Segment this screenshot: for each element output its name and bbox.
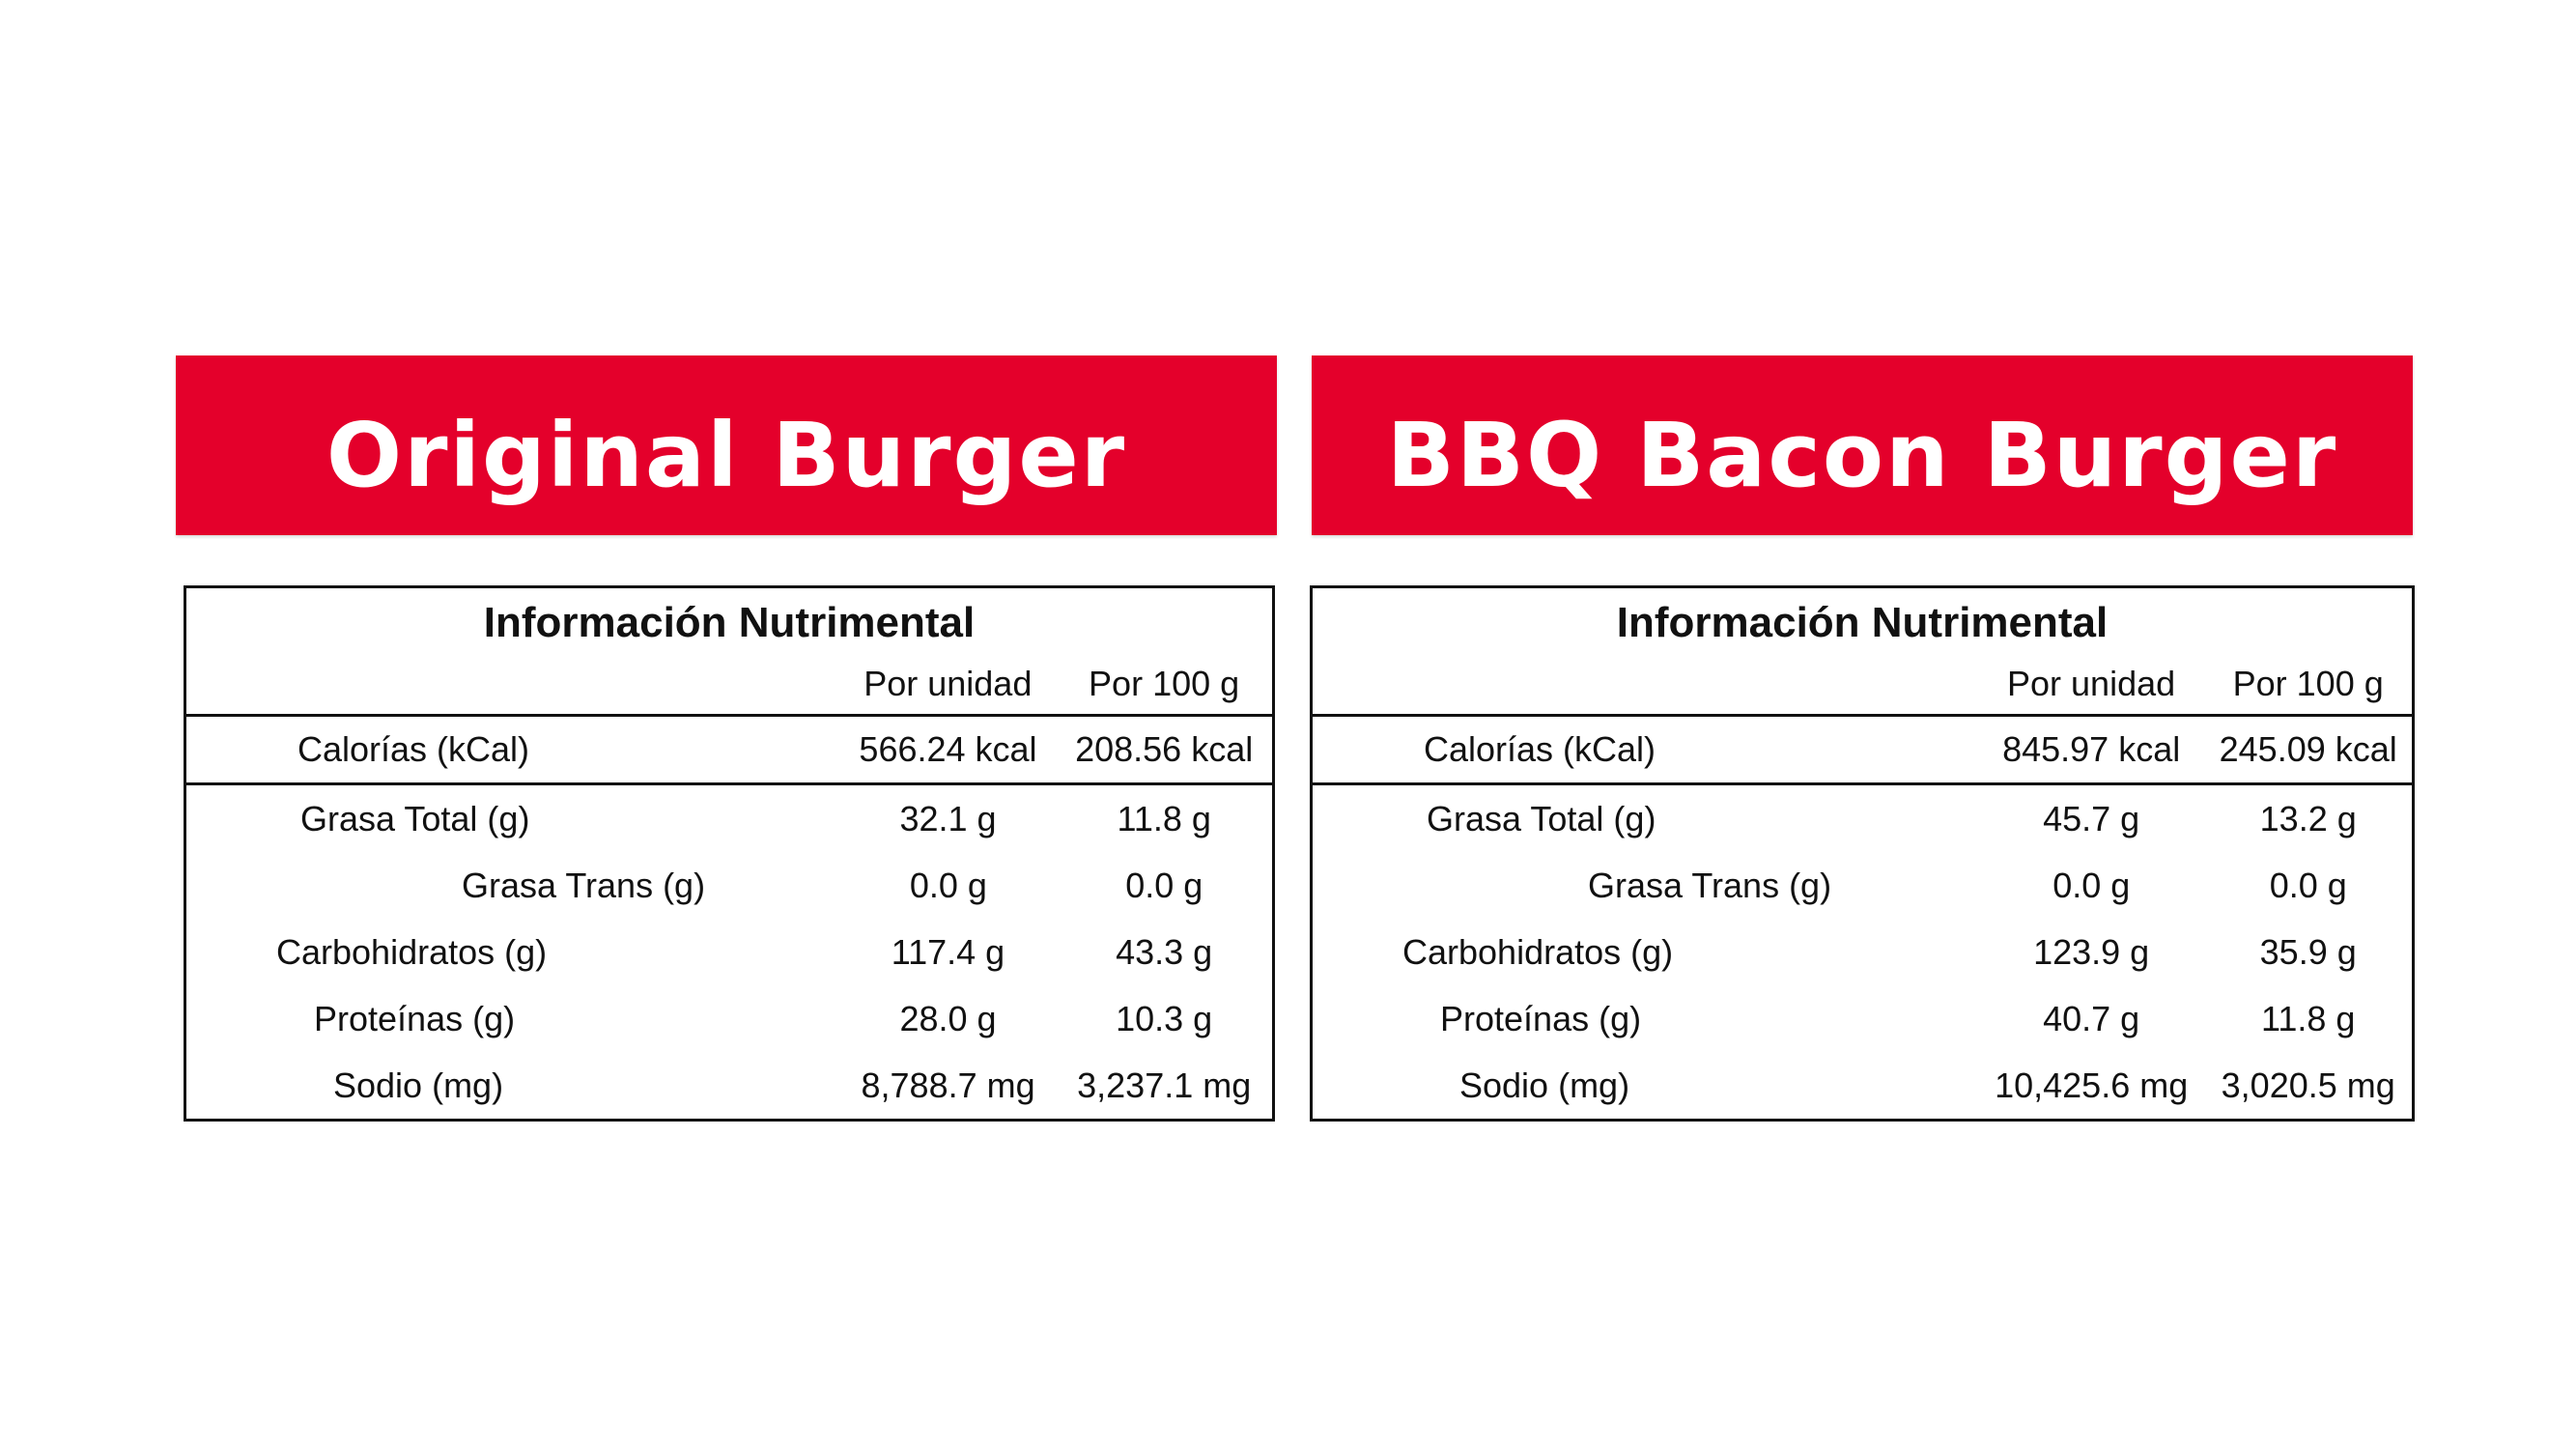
- row-label: Grasa Total (g): [300, 798, 530, 838]
- table-row-carbohydrates: Carbohidratos (g) 117.4 g 43.3 g: [186, 919, 1272, 985]
- nutrition-table: Información Nutrimental Por unidad Por 1…: [184, 585, 1275, 1122]
- table-row-total-fat: Grasa Total (g) 32.1 g 11.8 g: [186, 785, 1272, 852]
- value-per-unit: 0.0 g: [909, 865, 987, 905]
- title-banner: BBQ Bacon Burger: [1312, 355, 2413, 535]
- table-row-trans-fat: Grasa Trans (g) 0.0 g 0.0 g: [186, 852, 1272, 919]
- panel-bbq-bacon-burger: BBQ Bacon Burger Información Nutrimental…: [1310, 355, 2415, 1122]
- value-per-100g: 3,020.5 mg: [2221, 1065, 2395, 1105]
- row-label: Calorías (kCal): [297, 729, 530, 769]
- nutrition-table-title: Información Nutrimental: [483, 599, 976, 646]
- row-label: Proteínas (g): [314, 998, 516, 1038]
- product-title: Original Burger: [326, 403, 1127, 507]
- table-row-sodium: Sodio (mg) 10,425.6 mg 3,020.5 mg: [1313, 1052, 2412, 1119]
- value-per-100g: 3,237.1 mg: [1077, 1065, 1252, 1105]
- value-per-100g: 13.2 g: [2259, 798, 2357, 838]
- value-per-unit: 123.9 g: [2033, 931, 2150, 972]
- value-per-100g: 10.3 g: [1116, 998, 1213, 1038]
- row-label: Proteínas (g): [1440, 998, 1642, 1038]
- title-banner: Original Burger: [176, 355, 1277, 535]
- row-label: Sodio (mg): [333, 1065, 504, 1105]
- product-title: BBQ Bacon Burger: [1386, 403, 2338, 507]
- value-per-100g: 11.8 g: [1117, 798, 1211, 838]
- table-row-sodium: Sodio (mg) 8,788.7 mg 3,237.1 mg: [186, 1052, 1272, 1119]
- value-per-unit: 32.1 g: [899, 798, 997, 838]
- value-per-unit: 845.97 kcal: [2002, 729, 2181, 769]
- nutrition-table-title: Información Nutrimental: [1616, 599, 2109, 646]
- column-header-row: Por unidad Por 100 g: [186, 654, 1272, 714]
- value-per-unit: 10,425.6 mg: [1995, 1065, 2189, 1105]
- value-per-100g: 35.9 g: [2259, 931, 2357, 972]
- value-per-unit: 117.4 g: [891, 931, 1005, 972]
- column-header-per-unit: Por unidad: [2007, 664, 2176, 703]
- table-row-calories: Calorías (kCal) 566.24 kcal 208.56 kcal: [186, 714, 1272, 785]
- column-header-row: Por unidad Por 100 g: [1313, 654, 2412, 714]
- table-row-total-fat: Grasa Total (g) 45.7 g 13.2 g: [1313, 785, 2412, 852]
- row-label: Grasa Trans (g): [1588, 865, 1832, 905]
- value-per-100g: 43.3 g: [1116, 931, 1213, 972]
- value-per-unit: 0.0 g: [2052, 865, 2131, 905]
- column-header-per-100g: Por 100 g: [1089, 664, 1240, 703]
- value-per-unit: 45.7 g: [2043, 798, 2140, 838]
- nutrition-table: Información Nutrimental Por unidad Por 1…: [1310, 585, 2415, 1122]
- value-per-100g: 0.0 g: [2269, 865, 2347, 905]
- value-per-unit: 40.7 g: [2043, 998, 2140, 1038]
- value-per-unit: 566.24 kcal: [859, 729, 1037, 769]
- value-per-100g: 11.8 g: [2261, 998, 2356, 1038]
- panel-original-burger: Original Burger Información Nutrimental …: [176, 355, 1277, 1122]
- value-per-100g: 245.09 kcal: [2219, 729, 2397, 769]
- value-per-unit: 8,788.7 mg: [861, 1065, 1035, 1105]
- table-row-protein: Proteínas (g) 40.7 g 11.8 g: [1313, 985, 2412, 1052]
- value-per-100g: 0.0 g: [1125, 865, 1203, 905]
- table-row-protein: Proteínas (g) 28.0 g 10.3 g: [186, 985, 1272, 1052]
- row-label: Grasa Trans (g): [462, 865, 706, 905]
- row-label: Sodio (mg): [1459, 1065, 1630, 1105]
- table-row-calories: Calorías (kCal) 845.97 kcal 245.09 kcal: [1313, 714, 2412, 785]
- row-label: Calorías (kCal): [1424, 729, 1656, 769]
- row-label: Carbohidratos (g): [1402, 931, 1674, 972]
- value-per-100g: 208.56 kcal: [1075, 729, 1254, 769]
- row-label: Carbohidratos (g): [276, 931, 548, 972]
- column-header-per-100g: Por 100 g: [2232, 664, 2384, 703]
- table-row-trans-fat: Grasa Trans (g) 0.0 g 0.0 g: [1313, 852, 2412, 919]
- value-per-unit: 28.0 g: [899, 998, 997, 1038]
- column-header-per-unit: Por unidad: [863, 664, 1033, 703]
- table-row-carbohydrates: Carbohidratos (g) 123.9 g 35.9 g: [1313, 919, 2412, 985]
- row-label: Grasa Total (g): [1427, 798, 1656, 838]
